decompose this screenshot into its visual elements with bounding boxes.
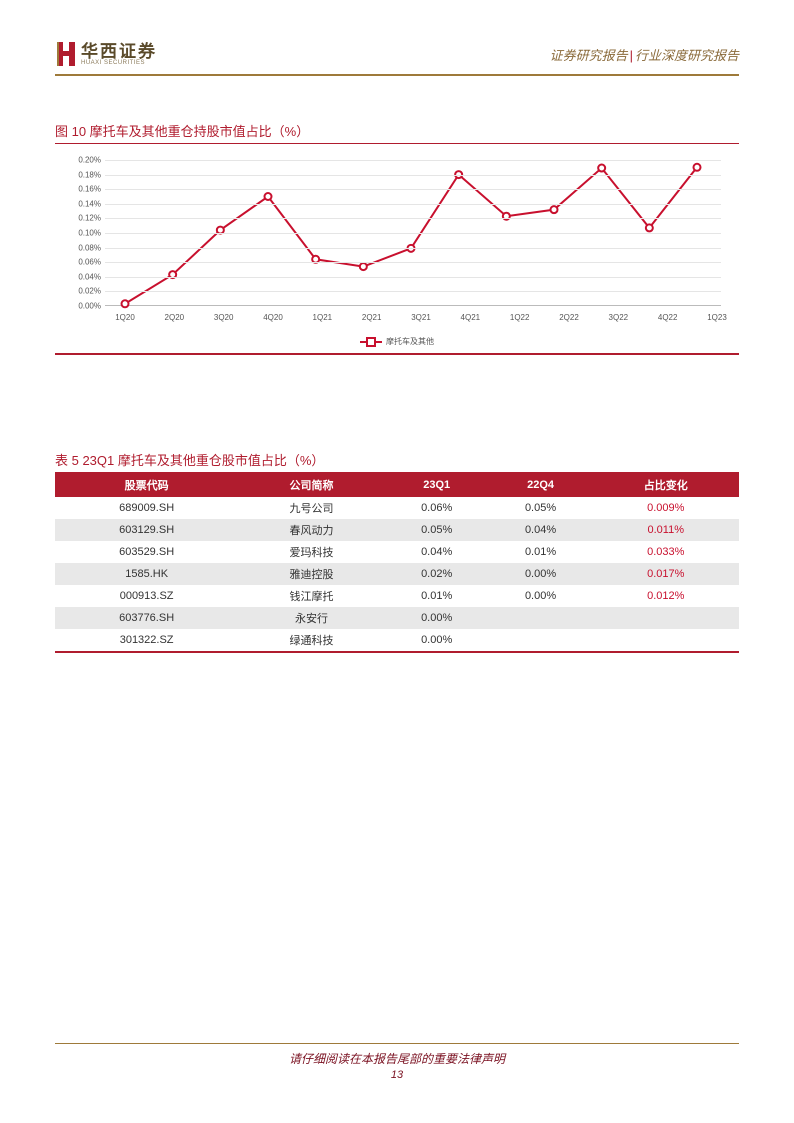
table-cell: 0.04% [489, 519, 593, 541]
table-row: 689009.SH九号公司0.06%0.05%0.009% [55, 497, 739, 519]
table-cell: 九号公司 [238, 497, 384, 519]
table-row: 301322.SZ绿通科技0.00% [55, 629, 739, 652]
table-row: 603529.SH爱玛科技0.04%0.01%0.033% [55, 541, 739, 563]
table-cell [592, 607, 739, 629]
y-axis-tick: 0.20% [65, 156, 101, 165]
table-cell: 0.011% [592, 519, 739, 541]
table-cell: 0.033% [592, 541, 739, 563]
y-axis-tick: 0.18% [65, 170, 101, 179]
x-axis-tick: 1Q22 [510, 313, 530, 322]
table-cell: 0.06% [385, 497, 489, 519]
x-axis-tick: 1Q23 [707, 313, 727, 322]
table-cell: 永安行 [238, 607, 384, 629]
table-cell: 0.00% [385, 629, 489, 652]
x-axis-tick: 1Q20 [115, 313, 135, 322]
x-axis-tick: 2Q21 [362, 313, 382, 322]
y-axis-tick: 0.00% [65, 302, 101, 311]
x-axis-tick: 3Q20 [214, 313, 234, 322]
table-cell: 0.04% [385, 541, 489, 563]
table-header-cell: 占比变化 [592, 473, 739, 497]
page-number: 13 [0, 1069, 794, 1081]
table-header-cell: 股票代码 [55, 473, 238, 497]
y-axis-tick: 0.08% [65, 243, 101, 252]
line-chart: 0.00% 0.02% 0.04% 0.06% 0.08% 0.10% 0.12% 0.14%… [65, 154, 729, 334]
legend-label: 摩托车及其他 [386, 337, 434, 346]
x-axis-tick: 3Q22 [609, 313, 629, 322]
legend-marker-icon [360, 338, 382, 346]
y-axis-tick: 0.02% [65, 287, 101, 296]
table-cell: 0.00% [489, 563, 593, 585]
table-cell: 春风动力 [238, 519, 384, 541]
table-cell: 0.01% [385, 585, 489, 607]
table-cell: 0.017% [592, 563, 739, 585]
header-right-b: 行业深度研究报告 [635, 48, 739, 63]
figure-title: 图 10 摩托车及其他重仓持股市值占比（%） [55, 121, 739, 144]
chart-container: 0.00% 0.02% 0.04% 0.06% 0.08% 0.10% 0.12% 0.14%… [55, 146, 739, 355]
table-cell: 603776.SH [55, 607, 238, 629]
y-axis-tick: 0.10% [65, 229, 101, 238]
table-cell: 0.01% [489, 541, 593, 563]
holdings-table: 股票代码公司简称23Q122Q4占比变化 689009.SH九号公司0.06%0… [55, 473, 739, 653]
table-cell: 0.00% [385, 607, 489, 629]
table-title: 表 5 23Q1 摩托车及其他重仓股市值占比（%） [55, 450, 739, 473]
table-cell: 钱江摩托 [238, 585, 384, 607]
page-footer: 请仔细阅读在本报告尾部的重要法律声明 13 [0, 1043, 794, 1081]
header-right-a: 证券研究报告 [550, 48, 628, 63]
chart-legend: 摩托车及其他 [65, 334, 729, 347]
y-axis-tick: 0.16% [65, 185, 101, 194]
y-axis-tick: 0.14% [65, 199, 101, 208]
page-header: 华西证券 HUAXI SECURITIES 证券研究报告|行业深度研究报告 [55, 40, 739, 76]
table-cell: 1585.HK [55, 563, 238, 585]
table-cell: 0.05% [385, 519, 489, 541]
table-cell: 0.00% [489, 585, 593, 607]
header-subtitle: 证券研究报告|行业深度研究报告 [550, 45, 739, 64]
y-axis-tick: 0.12% [65, 214, 101, 223]
table-cell: 301322.SZ [55, 629, 238, 652]
x-axis-tick: 4Q21 [461, 313, 481, 322]
table-cell: 0.012% [592, 585, 739, 607]
x-axis-tick: 4Q20 [263, 313, 283, 322]
table-cell: 雅迪控股 [238, 563, 384, 585]
table-cell [592, 629, 739, 652]
table-cell: 689009.SH [55, 497, 238, 519]
x-axis-tick: 2Q20 [165, 313, 185, 322]
y-axis-tick: 0.06% [65, 258, 101, 267]
table-header-cell: 23Q1 [385, 473, 489, 497]
table-cell: 603529.SH [55, 541, 238, 563]
x-axis-tick: 4Q22 [658, 313, 678, 322]
logo: 华西证券 HUAXI SECURITIES [55, 40, 157, 68]
table-row: 000913.SZ钱江摩托0.01%0.00%0.012% [55, 585, 739, 607]
footer-disclaimer: 请仔细阅读在本报告尾部的重要法律声明 [0, 1050, 794, 1067]
x-axis-tick: 2Q22 [559, 313, 579, 322]
table-cell: 000913.SZ [55, 585, 238, 607]
table-cell [489, 629, 593, 652]
table-cell: 爱玛科技 [238, 541, 384, 563]
table-header-cell: 22Q4 [489, 473, 593, 497]
logo-text-cn: 华西证券 [81, 43, 157, 60]
table-cell [489, 607, 593, 629]
y-axis-tick: 0.04% [65, 272, 101, 281]
table-cell: 绿通科技 [238, 629, 384, 652]
logo-mark [55, 40, 77, 68]
x-axis-tick: 3Q21 [411, 313, 431, 322]
x-axis-tick: 1Q21 [313, 313, 333, 322]
table-cell: 603129.SH [55, 519, 238, 541]
table-cell: 0.05% [489, 497, 593, 519]
table-row: 603776.SH永安行0.00% [55, 607, 739, 629]
table-cell: 0.02% [385, 563, 489, 585]
table-header-cell: 公司简称 [238, 473, 384, 497]
table-cell: 0.009% [592, 497, 739, 519]
table-row: 603129.SH春风动力0.05%0.04%0.011% [55, 519, 739, 541]
table-row: 1585.HK雅迪控股0.02%0.00%0.017% [55, 563, 739, 585]
